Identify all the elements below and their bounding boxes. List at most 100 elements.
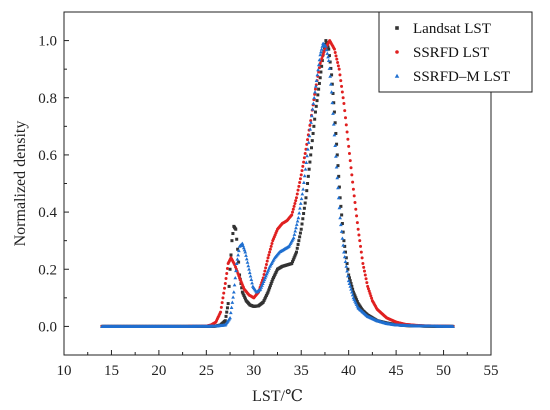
- data-point: [268, 247, 272, 251]
- data-point: [270, 279, 274, 283]
- data-point: [293, 229, 298, 233]
- data-point: [300, 169, 304, 173]
- data-point: [351, 290, 355, 294]
- data-point: [303, 201, 307, 205]
- data-point: [275, 269, 279, 273]
- data-point: [346, 267, 350, 271]
- data-point: [293, 254, 297, 258]
- data-point: [272, 276, 276, 280]
- data-point: [295, 246, 299, 250]
- data-point: [337, 205, 342, 210]
- data-point: [311, 101, 316, 105]
- y-axis-title: Normalized density: [12, 121, 29, 247]
- data-point: [339, 222, 343, 227]
- data-point: [310, 146, 314, 150]
- legend-label: Landsat LST: [413, 21, 491, 37]
- data-point: [341, 96, 345, 100]
- data-point: [301, 164, 305, 168]
- data-point: [366, 284, 370, 288]
- data-point: [302, 160, 306, 164]
- data-point: [348, 279, 352, 283]
- data-point: [312, 95, 317, 100]
- data-point: [347, 144, 351, 148]
- data-point: [297, 211, 302, 215]
- data-point: [316, 63, 321, 67]
- data-point: [267, 253, 271, 257]
- data-point: [264, 295, 268, 299]
- data-point: [302, 156, 306, 160]
- data-point: [302, 206, 306, 210]
- data-point: [367, 289, 371, 293]
- data-point: [319, 47, 324, 51]
- data-point: [247, 270, 252, 275]
- data-point: [263, 297, 267, 301]
- data-point: [225, 310, 229, 314]
- data-point: [240, 290, 244, 294]
- data-point: [294, 250, 298, 254]
- data-point: [296, 242, 300, 246]
- data-point: [328, 60, 332, 64]
- x-tick-label: 10: [57, 363, 72, 379]
- data-point: [324, 44, 328, 48]
- data-point: [345, 262, 349, 266]
- data-point: [329, 66, 333, 70]
- data-point: [273, 272, 277, 276]
- data-point: [332, 101, 336, 105]
- data-point: [309, 153, 313, 157]
- data-point: [355, 214, 359, 218]
- data-point: [313, 90, 317, 94]
- data-point: [362, 269, 366, 273]
- data-point: [309, 113, 314, 118]
- data-point: [297, 239, 301, 243]
- data-point: [337, 185, 341, 189]
- data-point: [306, 138, 310, 142]
- data-point: [340, 90, 344, 94]
- data-point: [294, 252, 298, 256]
- data-point: [243, 297, 247, 301]
- x-tick-label: 15: [104, 363, 119, 379]
- data-point: [264, 262, 268, 266]
- y-axis: 0.0 0.2 0.4 0.6 0.8 1.0: [38, 34, 69, 356]
- data-point: [334, 131, 338, 135]
- data-point: [338, 73, 342, 77]
- series-layer: [100, 39, 455, 328]
- data-point: [291, 210, 295, 214]
- data-point: [341, 243, 346, 247]
- data-point: [261, 279, 266, 284]
- legend-marker: [394, 73, 400, 78]
- data-point: [325, 51, 330, 55]
- x-tick-label: 30: [246, 363, 261, 379]
- data-point: [266, 290, 270, 294]
- data-point: [219, 305, 223, 309]
- data-point: [262, 277, 267, 282]
- data-point: [219, 310, 223, 314]
- legend-marker: [395, 26, 399, 30]
- data-point: [327, 47, 331, 51]
- data-point: [329, 82, 333, 86]
- data-point: [241, 243, 245, 248]
- data-point: [305, 189, 309, 193]
- data-point: [264, 293, 268, 297]
- data-point: [290, 213, 294, 217]
- data-point: [314, 78, 319, 83]
- data-point: [274, 271, 278, 275]
- data-point: [233, 275, 238, 280]
- data-point: [336, 185, 340, 190]
- data-point: [320, 57, 324, 61]
- data-point: [268, 250, 272, 254]
- data-point: [291, 235, 296, 240]
- data-point: [351, 180, 355, 184]
- data-point: [296, 188, 300, 192]
- data-point: [304, 160, 309, 164]
- data-point: [352, 194, 356, 198]
- data-point: [267, 266, 271, 270]
- data-point: [348, 284, 353, 288]
- data-point: [296, 215, 301, 220]
- data-point: [349, 166, 353, 170]
- data-point: [352, 292, 356, 296]
- data-point: [298, 177, 302, 181]
- data-point: [331, 111, 335, 115]
- data-point: [319, 70, 323, 74]
- data-point: [313, 117, 317, 121]
- data-point: [321, 54, 325, 58]
